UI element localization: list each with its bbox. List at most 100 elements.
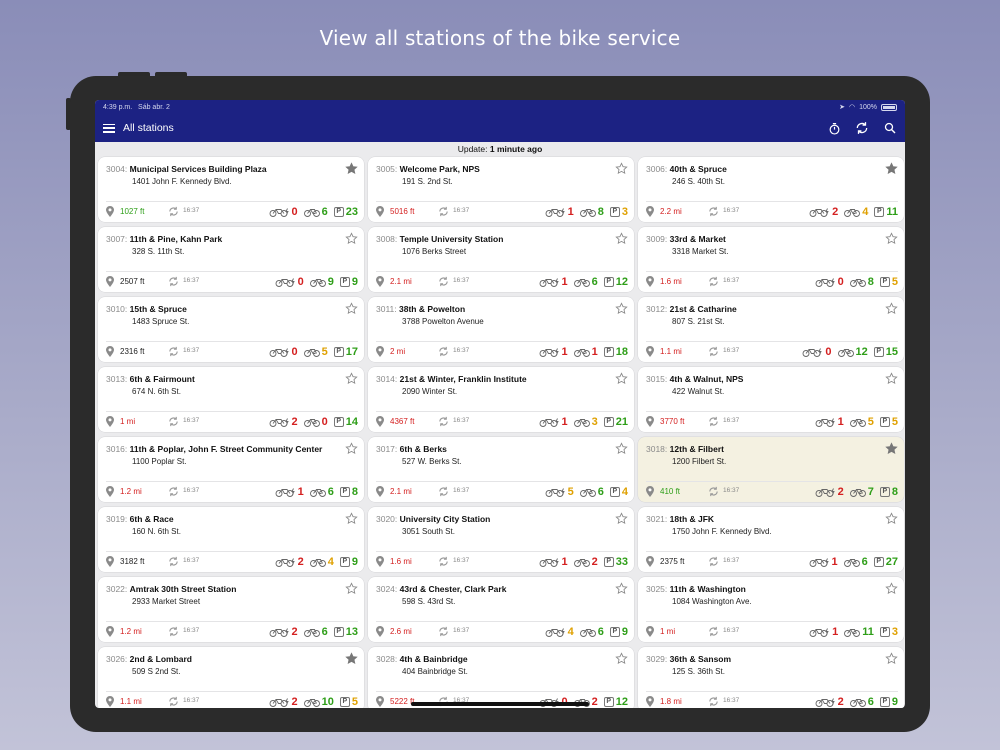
favorite-star-icon[interactable] — [885, 372, 898, 385]
hamburger-menu-icon[interactable] — [103, 123, 115, 133]
favorite-star-icon[interactable] — [345, 442, 358, 455]
station-card[interactable]: 3010: 15th & Spruce 1483 Spruce St. 2316… — [98, 297, 364, 362]
favorite-star-icon[interactable] — [615, 302, 628, 315]
station-distance: 3182 ft — [120, 557, 145, 566]
favorite-star-icon[interactable] — [345, 232, 358, 245]
station-card[interactable]: 3025: 11th & Washington 1084 Washington … — [638, 577, 904, 642]
favorite-star-icon[interactable] — [345, 372, 358, 385]
station-name: 11th & Washington — [669, 584, 746, 594]
station-address: 1483 Spruce St. — [132, 317, 190, 326]
station-distance: 2.1 mi — [390, 277, 412, 286]
favorite-star-icon[interactable] — [615, 442, 628, 455]
card-divider — [376, 621, 628, 622]
station-card[interactable]: 3020: University City Station 3051 South… — [368, 507, 634, 572]
ebikes-count: 1 — [831, 555, 838, 568]
favorite-star-icon[interactable] — [345, 162, 358, 175]
station-card[interactable]: 3018: 12th & Filbert 1200 Filbert St. 41… — [638, 437, 904, 502]
ebike-icon — [539, 347, 559, 357]
station-card[interactable]: 3016: 11th & Poplar, John F. Street Comm… — [98, 437, 364, 502]
station-number: 3005: — [376, 164, 398, 174]
station-card[interactable]: 3029: 36th & Sansom 125 S. 36th St. 1.8 … — [638, 647, 904, 708]
station-card[interactable]: 3009: 33rd & Market 3318 Market St. 1.6 … — [638, 227, 904, 292]
station-number: 3007: — [106, 234, 128, 244]
station-address: 404 Bainbridge St. — [402, 667, 468, 676]
ebikes-count: 0 — [825, 345, 832, 358]
update-prefix: Update: — [457, 144, 488, 154]
favorite-star-icon[interactable] — [885, 512, 898, 525]
station-address: 1401 John F. Kennedy Blvd. — [132, 177, 232, 186]
favorite-star-icon[interactable] — [615, 232, 628, 245]
favorite-star-icon[interactable] — [885, 582, 898, 595]
favorite-star-icon[interactable] — [345, 302, 358, 315]
station-card[interactable]: 3019: 6th & Race 160 N. 6th St. 3182 ft … — [98, 507, 364, 572]
station-card[interactable]: 3022: Amtrak 30th Street Station 2933 Ma… — [98, 577, 364, 642]
ebikes-count: 2 — [837, 695, 844, 708]
station-number: 3014: — [376, 374, 398, 384]
station-card[interactable]: 3015: 4th & Walnut, NPS 422 Walnut St. 3… — [638, 367, 904, 432]
favorite-star-icon[interactable] — [615, 582, 628, 595]
refresh-icon[interactable] — [855, 121, 869, 135]
station-distance: 1.8 mi — [660, 697, 682, 706]
last-update-time: 16:37 — [453, 347, 470, 354]
station-card[interactable]: 3008: Temple University Station 1076 Ber… — [368, 227, 634, 292]
bikes-count: 6 — [321, 625, 328, 638]
station-card[interactable]: 3012: 21st & Catharine 807 S. 21st St. 1… — [638, 297, 904, 362]
app-screen: 4:39 p.m. Sáb abr. 2 ➤ ◠ 100% All statio… — [95, 100, 905, 708]
station-distance: 1 mi — [120, 417, 136, 426]
docks-count: 12 — [615, 695, 628, 708]
last-update-time: 16:37 — [453, 697, 470, 704]
location-pin-icon — [106, 486, 114, 497]
station-card[interactable]: 3017: 6th & Berks 527 W. Berks St. 2.1 m… — [368, 437, 634, 502]
favorite-star-icon[interactable] — [615, 512, 628, 525]
station-card[interactable]: 3028: 4th & Bainbridge 404 Bainbridge St… — [368, 647, 634, 708]
location-pin-icon — [376, 626, 384, 637]
station-address: 2933 Market Street — [132, 597, 201, 606]
station-name: 40th & Spruce — [669, 164, 727, 174]
ebikes-count: 1 — [561, 415, 568, 428]
ebike-icon — [269, 697, 289, 707]
favorite-star-icon[interactable] — [615, 652, 628, 665]
card-divider — [106, 551, 358, 552]
docks-count: 8 — [891, 485, 898, 498]
search-icon[interactable] — [883, 121, 897, 135]
station-card[interactable]: 3005: Welcome Park, NPS 191 S. 2nd St. 5… — [368, 157, 634, 222]
ebikes-count: 5 — [567, 485, 574, 498]
favorite-star-icon[interactable] — [885, 232, 898, 245]
ebike-icon — [802, 347, 823, 357]
station-name: Municipal Services Building Plaza — [129, 164, 267, 174]
favorite-star-icon[interactable] — [615, 162, 628, 175]
station-name: 38th & Powelton — [399, 304, 466, 314]
favorite-star-icon[interactable] — [885, 302, 898, 315]
station-card[interactable]: 3011: 38th & Powelton 3788 Powelton Aven… — [368, 297, 634, 362]
favorite-star-icon[interactable] — [345, 652, 358, 665]
station-distance: 4367 ft — [390, 417, 415, 426]
station-card[interactable]: 3013: 6th & Fairmount 674 N. 6th St. 1 m… — [98, 367, 364, 432]
bikes-count: 7 — [867, 485, 874, 498]
bike-icon — [303, 628, 320, 637]
location-pin-icon — [376, 346, 384, 357]
stopwatch-icon[interactable] — [827, 121, 841, 135]
docks-count: 23 — [345, 205, 358, 218]
favorite-star-icon[interactable] — [885, 162, 898, 175]
favorite-star-icon[interactable] — [885, 442, 898, 455]
station-card[interactable]: 3006: 40th & Spruce 246 S. 40th St. 2.2 … — [638, 157, 904, 222]
last-update-time: 16:37 — [183, 557, 200, 564]
sync-icon — [169, 206, 178, 217]
parking-icon: P — [603, 416, 614, 427]
station-card[interactable]: 3007: 11th & Pine, Kahn Park 328 S. 11th… — [98, 227, 364, 292]
favorite-star-icon[interactable] — [345, 582, 358, 595]
station-card[interactable]: 3014: 21st & Winter, Franklin Institute … — [368, 367, 634, 432]
last-update-time: 16:37 — [453, 417, 470, 424]
favorite-star-icon[interactable] — [345, 512, 358, 525]
favorite-star-icon[interactable] — [615, 372, 628, 385]
bike-icon — [303, 208, 320, 217]
station-number: 3028: — [376, 654, 398, 664]
favorite-star-icon[interactable] — [885, 652, 898, 665]
station-card[interactable]: 3021: 18th & JFK 1750 John F. Kennedy Bl… — [638, 507, 904, 572]
station-address: 246 S. 40th St. — [672, 177, 725, 186]
station-card[interactable]: 3024: 43rd & Chester, Clark Park 598 S. … — [368, 577, 634, 642]
station-card[interactable]: 3026: 2nd & Lombard 509 S 2nd St. 1.1 mi… — [98, 647, 364, 708]
station-card[interactable]: 3004: Municipal Services Building Plaza … — [98, 157, 364, 222]
sync-icon — [169, 276, 178, 287]
docks-count: 9 — [621, 625, 628, 638]
